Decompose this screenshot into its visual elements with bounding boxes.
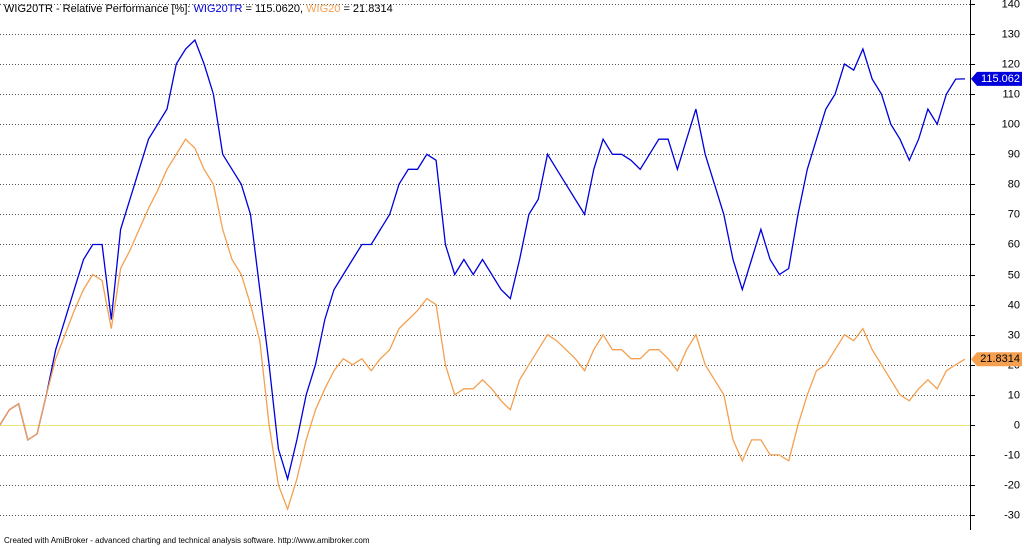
y-tick-label: 110 — [1002, 88, 1020, 100]
y-tick-label: 0 — [1014, 419, 1020, 431]
footer: Created with AmiBroker - advanced charti… — [4, 536, 370, 545]
tag-label: 115.062 — [981, 73, 1020, 85]
y-tick-label: 60 — [1008, 238, 1020, 250]
last-value-tag: 115.062 — [971, 71, 1022, 86]
legend: WIG20TR - Relative Performance [%]: WIG2… — [4, 3, 393, 15]
y-tick-label: 140 — [1002, 0, 1020, 10]
y-tick-label: 100 — [1002, 118, 1020, 130]
legend-name: WIG20 — [306, 3, 340, 15]
y-tick-label: -30 — [1004, 509, 1020, 521]
tag-label: 21.8314 — [980, 353, 1020, 365]
y-tick-label: 10 — [1008, 389, 1020, 401]
y-tick-label: 80 — [1008, 178, 1020, 190]
plot — [0, 38, 966, 512]
legend-value: = 21.8314 — [343, 3, 392, 15]
legend-name: WIG20TR — [194, 3, 243, 15]
y-axis-labels: -30-20-100102030405060708090100110120130… — [970, 0, 1022, 521]
y-tick-label: 90 — [1008, 148, 1020, 160]
y-tick-label: 120 — [1002, 58, 1020, 70]
series-line — [0, 38, 966, 482]
legend-value: = 115.0620, — [245, 3, 303, 15]
y-tick-label: 130 — [1002, 28, 1020, 40]
y-tick-label: 40 — [1008, 299, 1020, 311]
grid — [0, 4, 970, 516]
y-tick-label: -10 — [1004, 449, 1020, 461]
y-tick-label: 70 — [1008, 208, 1020, 220]
y-tick-label: 30 — [1008, 329, 1020, 341]
y-tick-label: -20 — [1004, 479, 1020, 491]
tag-box — [971, 352, 1022, 367]
chart-title: WIG20TR - Relative Performance [%]: — [4, 3, 190, 15]
series-line — [0, 138, 966, 512]
tag-box — [971, 71, 1022, 86]
y-tick-label: 50 — [1008, 269, 1020, 281]
last-value-tag: 21.8314 — [971, 352, 1022, 367]
